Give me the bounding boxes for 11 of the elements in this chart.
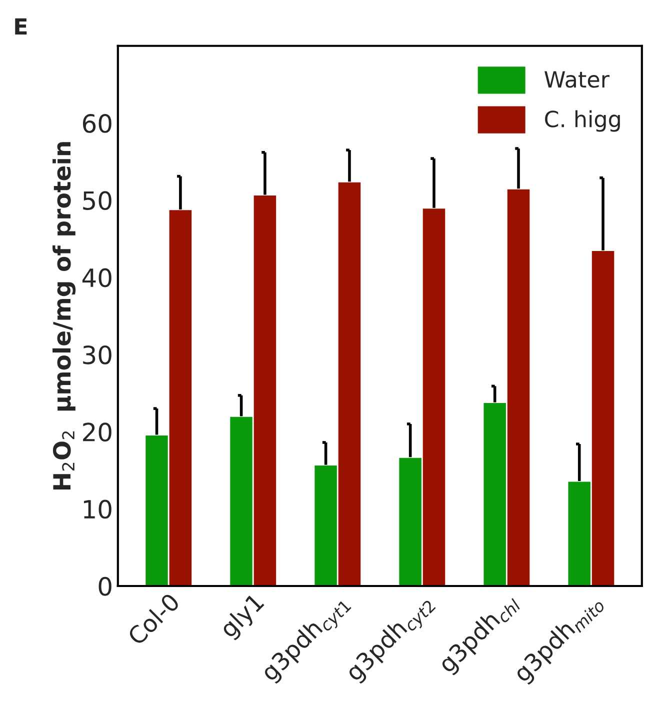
y-tick-label: 20 (83, 422, 112, 442)
y-tick-label: 10 (84, 500, 112, 519)
legend-label: C. higg (545, 110, 620, 132)
y-tick-label: 0 (98, 576, 112, 596)
text: H$_{2}$O$_{2}$ µmole/mg of protein (52, 142, 76, 490)
legend-label: Water (544, 71, 610, 88)
text: E (15, 18, 27, 35)
y-tick-label: 60 (82, 114, 112, 133)
y-tick-label: 30 (83, 345, 112, 364)
y-tick-label: 40 (82, 268, 112, 288)
y-tick-label: 50 (83, 191, 112, 210)
